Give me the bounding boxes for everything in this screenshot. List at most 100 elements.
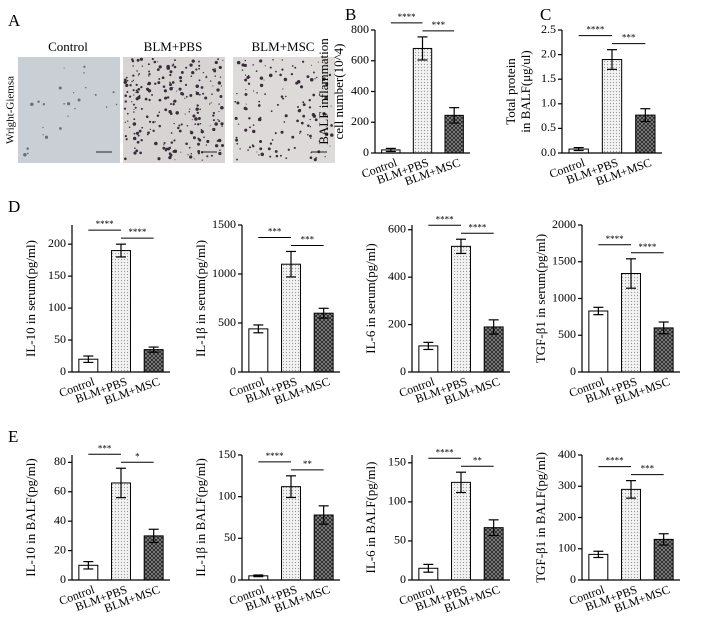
y-tick-label: 40 bbox=[54, 513, 66, 527]
cell-dot bbox=[192, 136, 196, 140]
cell-dot bbox=[244, 78, 248, 82]
cell-dot bbox=[115, 103, 118, 106]
cell-dot bbox=[269, 142, 273, 145]
cell-dot bbox=[236, 92, 238, 95]
cell-dot bbox=[294, 66, 297, 69]
cell-dot bbox=[139, 57, 143, 61]
cell-dot bbox=[317, 61, 319, 63]
cell-dot bbox=[133, 108, 135, 111]
cell-dot bbox=[124, 157, 127, 161]
cell-dot bbox=[138, 129, 142, 133]
y-tick-label: 100 bbox=[388, 494, 406, 508]
cell-dot bbox=[270, 110, 273, 112]
cell-dot bbox=[197, 142, 200, 146]
cell-dot bbox=[310, 137, 312, 139]
cell-dot bbox=[185, 66, 188, 69]
significance-label: **** bbox=[96, 219, 115, 229]
cell-dot bbox=[329, 145, 331, 147]
cell-dot bbox=[324, 132, 329, 136]
cell-dot bbox=[147, 63, 150, 66]
cell-dot bbox=[133, 132, 136, 135]
cell-dot bbox=[126, 79, 129, 82]
cell-dot bbox=[216, 88, 220, 92]
cell-dot bbox=[133, 111, 135, 113]
cell-dot bbox=[147, 131, 150, 135]
cell-dot bbox=[146, 98, 148, 100]
error-bar bbox=[423, 341, 434, 351]
y-tick-label: 50 bbox=[54, 332, 66, 346]
cell-dot bbox=[151, 94, 153, 96]
y-axis-label: BALF inflammation bbox=[316, 38, 331, 145]
cell-dot bbox=[198, 93, 201, 96]
cell-dot bbox=[204, 96, 208, 100]
cell-dot bbox=[170, 132, 173, 134]
cell-dot bbox=[330, 133, 334, 137]
cell-dot bbox=[219, 95, 223, 98]
cell-dot bbox=[148, 73, 151, 76]
cell-dot bbox=[169, 87, 173, 91]
cell-dot bbox=[44, 135, 49, 139]
cell-dot bbox=[168, 152, 172, 156]
cell-dot bbox=[271, 139, 274, 141]
y-tick-label: 200 bbox=[558, 509, 576, 523]
significance-label: *** bbox=[98, 443, 112, 453]
cell-dot bbox=[63, 67, 65, 69]
cell-dot bbox=[132, 65, 134, 67]
image-label: Control bbox=[48, 39, 88, 54]
cell-dot bbox=[162, 146, 166, 150]
cell-dot bbox=[26, 147, 29, 150]
y-tick-label: 1500 bbox=[212, 217, 236, 231]
cell-dot bbox=[157, 81, 161, 85]
cell-dot bbox=[191, 71, 195, 75]
cell-dot bbox=[85, 86, 87, 89]
cell-dot bbox=[83, 72, 85, 74]
cell-dot bbox=[127, 120, 129, 122]
y-axis-label: TGF-β1 in BALF(pg/ml) bbox=[533, 452, 548, 583]
cell-dot bbox=[258, 154, 260, 156]
cell-dot bbox=[217, 58, 220, 61]
cell-dot bbox=[263, 79, 265, 81]
cell-dot bbox=[168, 155, 172, 160]
cell-dot bbox=[260, 152, 264, 157]
cell-dot bbox=[126, 91, 129, 93]
cell-dot bbox=[283, 121, 286, 123]
cell-dot bbox=[323, 140, 325, 142]
cell-dot bbox=[214, 75, 216, 77]
significance-label: **** bbox=[606, 456, 625, 466]
cell-dot bbox=[268, 73, 273, 78]
y-tick-label: 400 bbox=[351, 83, 369, 97]
cell-dot bbox=[189, 63, 193, 67]
significance-label: *** bbox=[641, 464, 655, 474]
cell-dot bbox=[200, 86, 204, 89]
image-label: BLM+PBS bbox=[144, 39, 203, 54]
error-bar bbox=[640, 108, 651, 123]
cell-dot bbox=[257, 104, 261, 107]
significance-label: * bbox=[135, 451, 140, 461]
cell-dot bbox=[42, 103, 46, 106]
cell-dot bbox=[172, 86, 174, 89]
cell-dot bbox=[299, 132, 301, 135]
cell-dot bbox=[189, 130, 191, 132]
cell-dot bbox=[125, 139, 128, 141]
cell-dot bbox=[188, 111, 191, 113]
cell-dot bbox=[166, 96, 170, 99]
cell-dot bbox=[140, 107, 143, 110]
cell-dot bbox=[197, 116, 201, 120]
cell-dot bbox=[255, 70, 258, 72]
cell-dot bbox=[274, 132, 277, 135]
cell-dot bbox=[218, 103, 220, 105]
cell-dot bbox=[324, 113, 327, 116]
cell-dot bbox=[198, 79, 201, 82]
cell-dot bbox=[296, 80, 301, 84]
cell-dot bbox=[174, 159, 176, 161]
cell-dot bbox=[330, 124, 333, 127]
cell-dot bbox=[169, 81, 171, 84]
cell-dot bbox=[253, 90, 255, 92]
y-tick-label: 500 bbox=[558, 327, 576, 341]
y-tick-label: 200 bbox=[48, 236, 66, 250]
cell-dot bbox=[306, 133, 309, 136]
cell-dot bbox=[248, 146, 252, 149]
cell-dot bbox=[299, 85, 304, 89]
error-bar bbox=[573, 146, 584, 152]
cell-dot bbox=[281, 59, 283, 61]
